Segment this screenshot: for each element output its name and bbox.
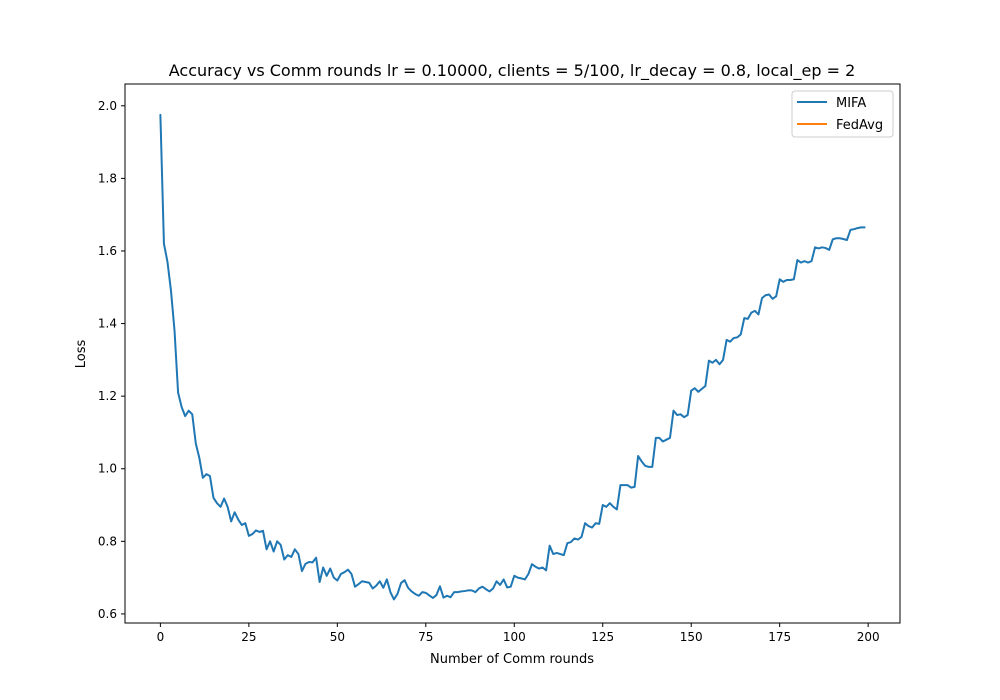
y-axis: 0.6 0.8 1.0 1.2 1.4 1.6 1.8 2.0 <box>98 99 125 621</box>
series-line-mifa <box>159 113 866 601</box>
x-axis-label: Number of Comm rounds <box>430 652 594 667</box>
plot-frame <box>124 83 901 624</box>
x-tick-label: 150 <box>680 630 703 644</box>
y-tick-label: 0.6 <box>98 607 117 621</box>
legend: MIFA FedAvg <box>791 90 894 138</box>
x-tick-label: 0 <box>157 630 165 644</box>
chart-title: Accuracy vs Comm rounds lr = 0.10000, cl… <box>169 61 856 81</box>
x-tick-label: 50 <box>330 630 345 644</box>
x-axis: 0 25 50 75 100 125 150 175 200 <box>157 623 880 644</box>
y-tick-label: 1.6 <box>98 244 117 258</box>
x-tick-label: 125 <box>591 630 614 644</box>
y-tick-label: 0.8 <box>98 534 117 548</box>
y-axis-label: Loss <box>74 340 89 369</box>
y-tick-label: 1.2 <box>98 389 117 403</box>
y-tick-label: 1.4 <box>98 317 117 331</box>
legend-label-mifa: MIFA <box>836 96 866 111</box>
y-tick-label: 1.8 <box>98 171 117 185</box>
x-tick-label: 25 <box>241 630 256 644</box>
y-tick-label: 2.0 <box>98 99 117 113</box>
series-lines <box>159 113 866 601</box>
y-tick-label: 1.0 <box>98 462 117 476</box>
x-tick-label: 75 <box>418 630 433 644</box>
x-tick-label: 100 <box>503 630 526 644</box>
x-tick-label: 175 <box>768 630 791 644</box>
x-tick-label: 200 <box>857 630 880 644</box>
legend-label-fedavg: FedAvg <box>836 118 883 133</box>
